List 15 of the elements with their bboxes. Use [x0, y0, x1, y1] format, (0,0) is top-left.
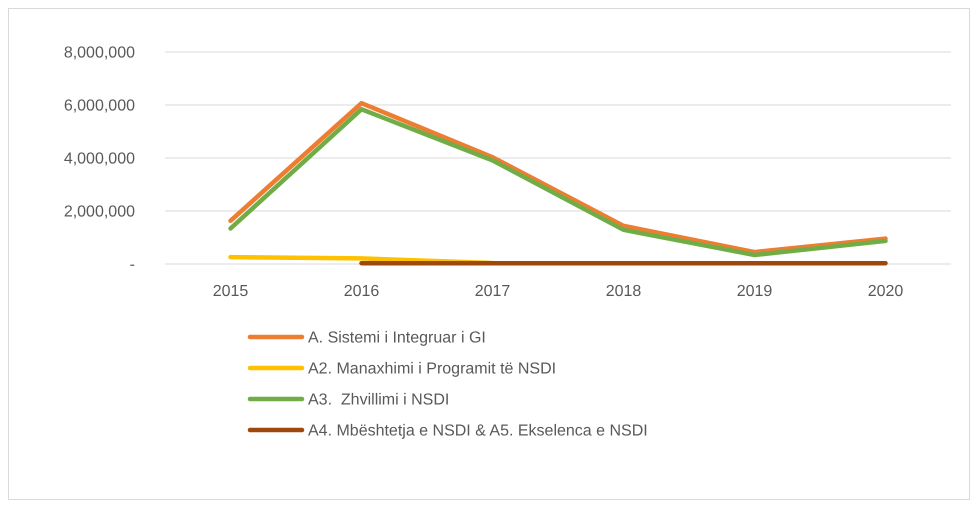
x-tick-label: 2015: [212, 283, 248, 300]
legend-label: A. Sistemi i Integruar i GI: [308, 330, 486, 347]
x-tick-label: 2019: [736, 283, 772, 300]
legend-label: A4. Mbështetja e NSDI & A5. Ekselenca e NSDI: [308, 422, 648, 440]
x-tick-label: 2020: [868, 283, 904, 300]
y-tick-label: 4,000,000: [64, 150, 136, 168]
y-tick-label: -: [130, 256, 135, 274]
y-tick-label: 6,000,000: [64, 98, 136, 115]
x-tick-label: 2018: [606, 283, 642, 300]
legend-label: A2. Manaxhimi i Programit të NSDI: [308, 360, 556, 378]
x-tick-label: 2016: [344, 283, 380, 300]
legend-label: A3. Zhvillimi i NSDI: [308, 392, 450, 409]
y-tick-label: 2,000,000: [64, 204, 136, 221]
x-tick-label: 2017: [474, 283, 510, 300]
y-tick-label: 8,000,000: [64, 44, 136, 62]
